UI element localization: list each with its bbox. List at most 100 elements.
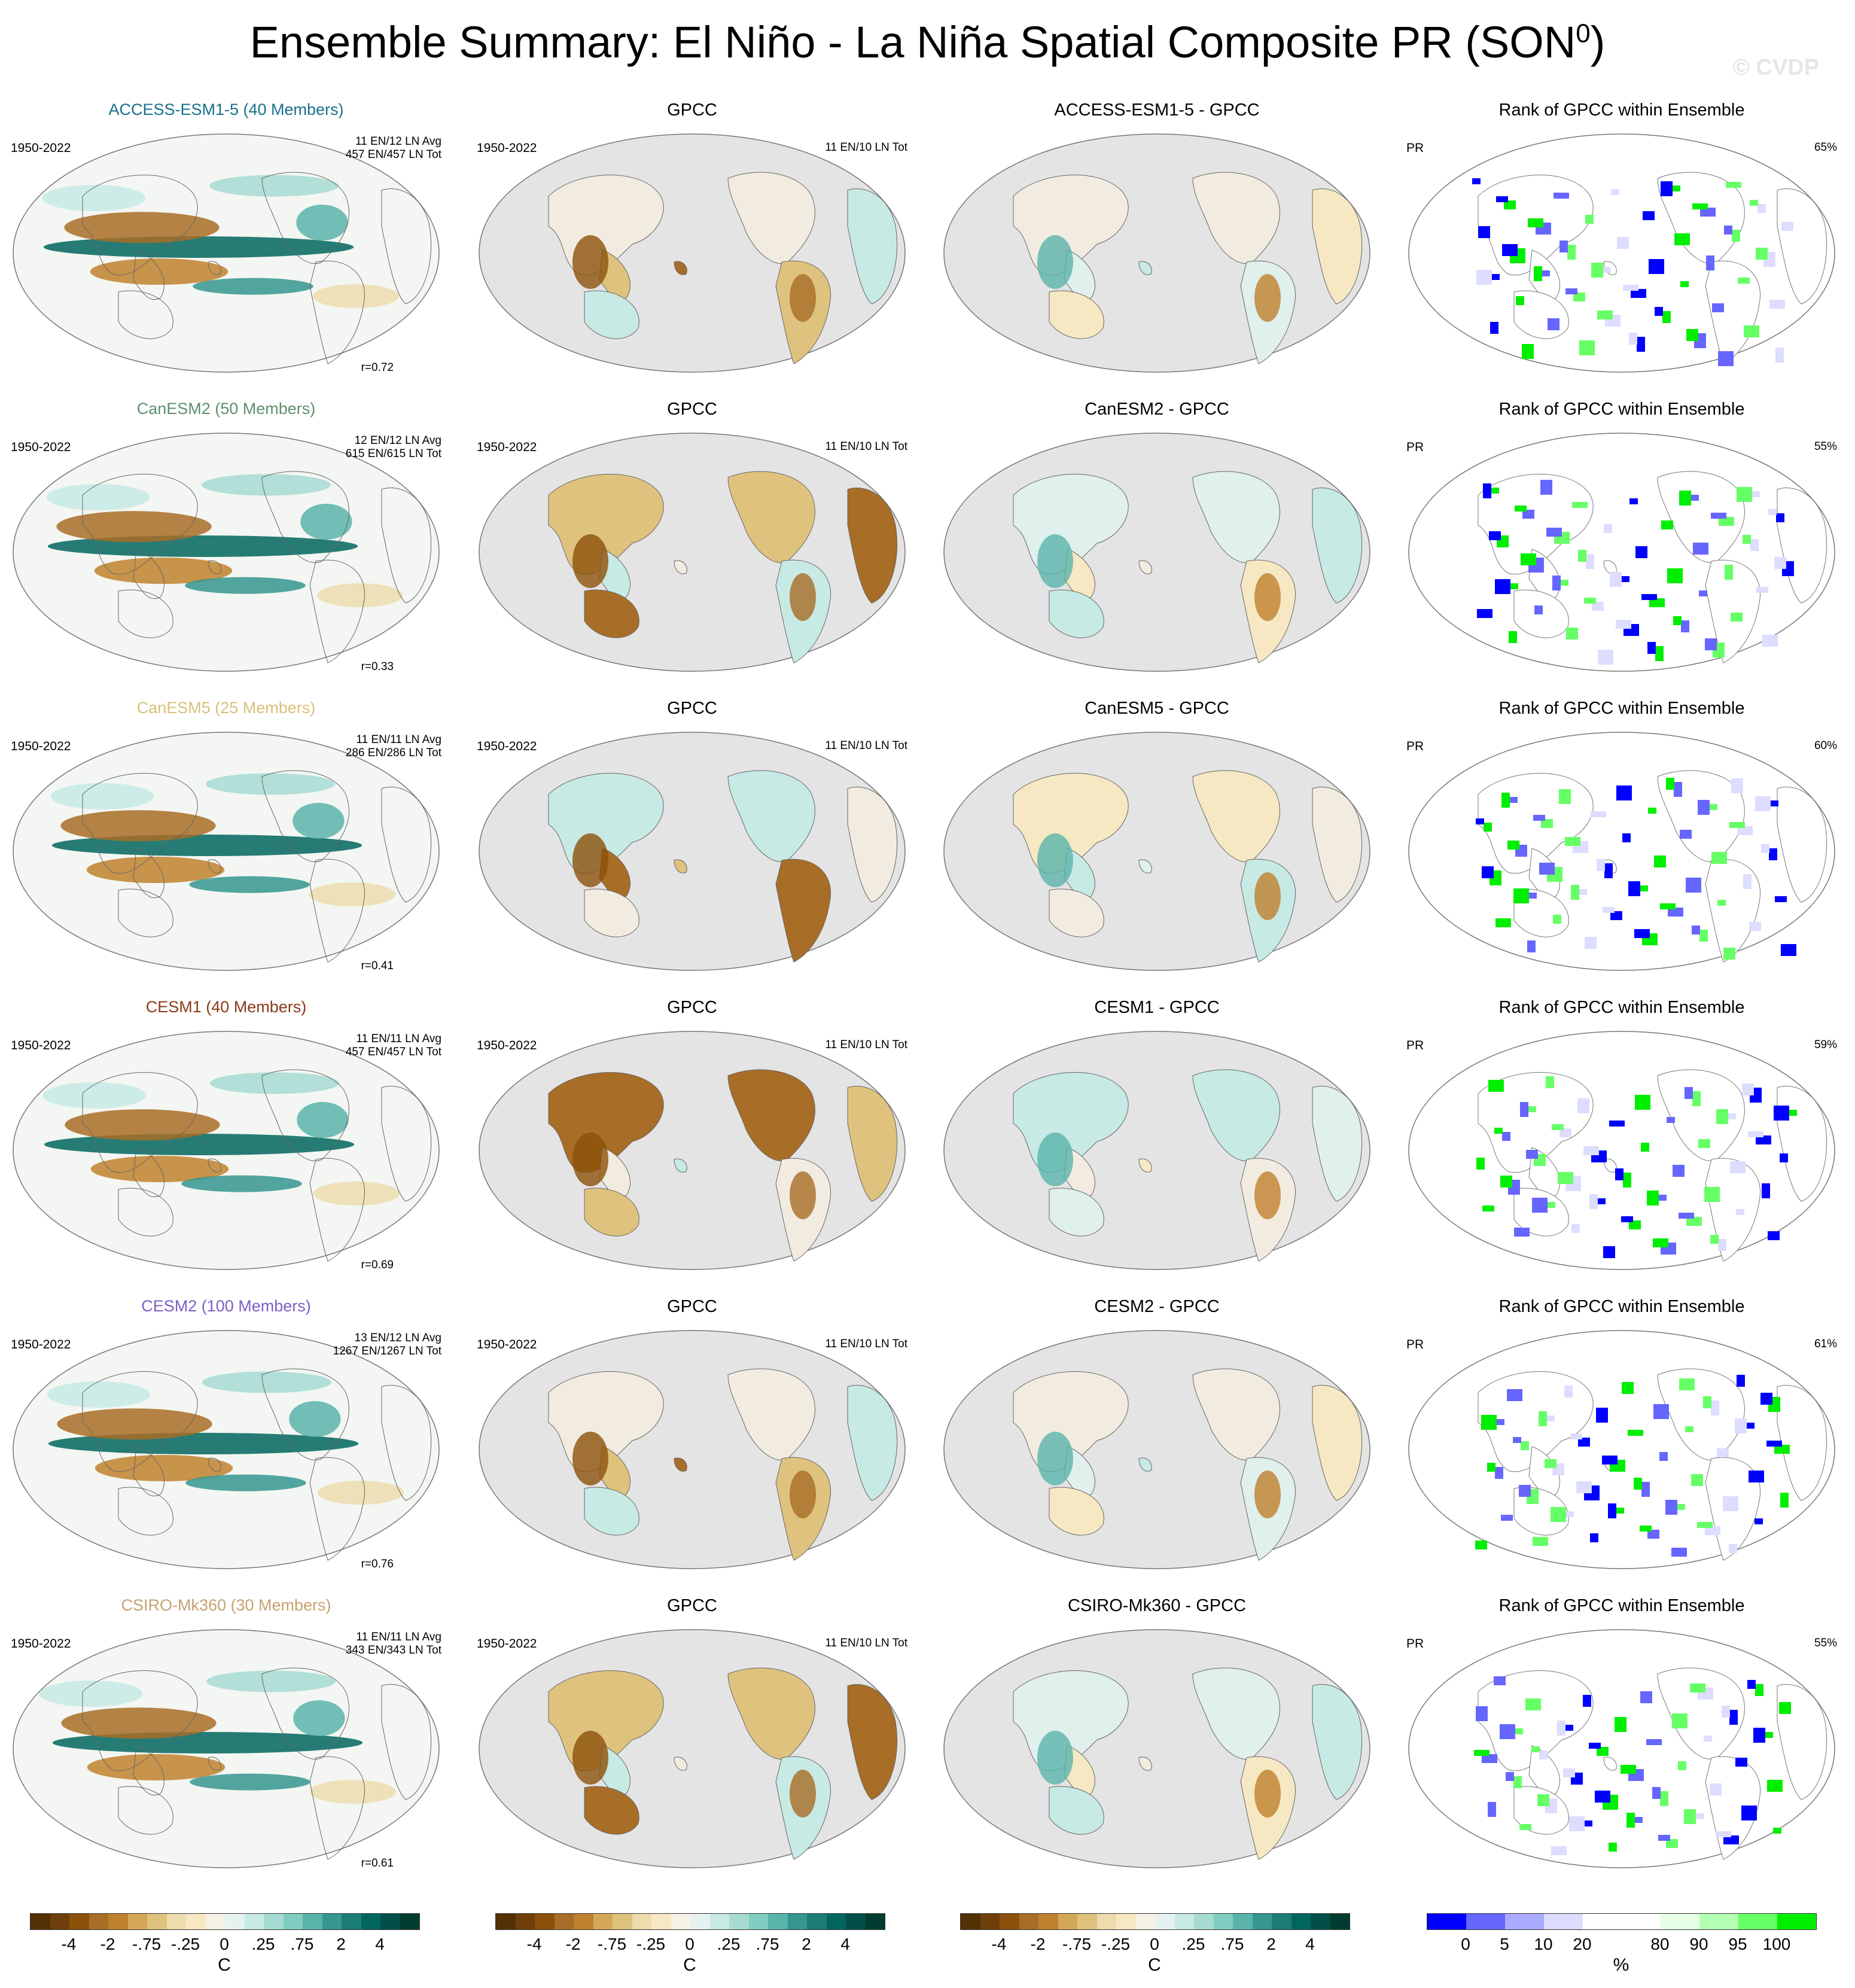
rank-title: Rank of GPCC within Ensemble bbox=[1498, 400, 1745, 419]
colorbar-tick-label: 0 bbox=[220, 1935, 229, 1953]
colorbar-tick-label: .75 bbox=[1220, 1935, 1244, 1953]
colorbar-swatch bbox=[205, 1914, 225, 1929]
difference-title: CSIRO-Mk360 - GPCC bbox=[1067, 1596, 1247, 1615]
period-label: 1950-2022 bbox=[477, 440, 537, 454]
difference-title: CanESM5 - GPCC bbox=[1085, 699, 1229, 718]
pattern-correlation: r=0.33 bbox=[361, 660, 394, 673]
rank-panel: Rank of GPCC within Ensemble PR 55% bbox=[1406, 1596, 1837, 1868]
colorbar-swatch bbox=[69, 1914, 89, 1929]
colorbar-unit: % bbox=[1613, 1955, 1629, 1975]
ensemble-stats: 13 EN/12 LN Avg 1267 EN/1267 LN Tot bbox=[333, 1332, 441, 1357]
period-label: 1950-2022 bbox=[11, 1637, 71, 1651]
variable-tag: PR bbox=[1406, 739, 1424, 753]
colorbar-unit: C bbox=[683, 1955, 696, 1975]
colorbar-tick-label: 4 bbox=[1305, 1935, 1315, 1953]
map bbox=[13, 732, 440, 971]
colorbar-tick-label: .25 bbox=[251, 1935, 275, 1953]
colorbar-swatch bbox=[1738, 1914, 1777, 1929]
colorbar-swatch bbox=[1058, 1914, 1077, 1929]
model-title: CESM2 (100 Members) bbox=[141, 1297, 311, 1315]
map bbox=[1408, 1031, 1835, 1270]
map bbox=[479, 433, 906, 672]
rank-title: Rank of GPCC within Ensemble bbox=[1498, 101, 1745, 120]
colorbar-swatch bbox=[1661, 1914, 1699, 1929]
map bbox=[13, 433, 440, 672]
colorbar-tick-label: -.25 bbox=[170, 1935, 200, 1953]
colorbar-unit: C bbox=[1148, 1955, 1161, 1975]
period-label: 1950-2022 bbox=[477, 1637, 537, 1651]
map bbox=[943, 433, 1370, 672]
colorbar-swatch bbox=[1000, 1914, 1019, 1929]
ensemble-stats: 11 EN/12 LN Avg 457 EN/457 LN Tot bbox=[345, 135, 441, 161]
colorbar-swatch bbox=[283, 1914, 303, 1929]
colorbar-tick-label: 2 bbox=[1266, 1935, 1276, 1953]
colorbar bbox=[30, 1913, 420, 1930]
difference-title: CESM1 - GPCC bbox=[1094, 998, 1220, 1017]
colorbar-swatch bbox=[535, 1914, 555, 1929]
map bbox=[1408, 1629, 1835, 1868]
rank-percent: 59% bbox=[1814, 1039, 1837, 1051]
gpcc-panel: GPCC 1950-2022 11 EN/10 LN Tot bbox=[477, 1297, 907, 1569]
colorbar-swatch bbox=[1544, 1914, 1583, 1929]
map bbox=[479, 133, 906, 373]
map bbox=[1408, 433, 1835, 672]
colorbar-swatch bbox=[166, 1914, 186, 1929]
colorbar-swatch bbox=[729, 1914, 749, 1929]
colorbar-swatch bbox=[826, 1914, 846, 1929]
colorbar-swatch bbox=[1330, 1914, 1350, 1929]
map bbox=[13, 1031, 440, 1270]
colorbar-swatch bbox=[496, 1914, 516, 1929]
model-title: CanESM2 (50 Members) bbox=[136, 400, 316, 418]
pattern-correlation: r=0.41 bbox=[361, 960, 394, 972]
colorbar-swatch bbox=[1699, 1914, 1738, 1929]
rank-panel: Rank of GPCC within Ensemble PR 65% bbox=[1406, 101, 1837, 373]
colorbar-tick-label: -2 bbox=[565, 1935, 581, 1953]
variable-tag: PR bbox=[1406, 1338, 1424, 1351]
map bbox=[1408, 1330, 1835, 1569]
map bbox=[479, 732, 906, 971]
colorbar-swatch bbox=[147, 1914, 167, 1929]
obs-title: GPCC bbox=[667, 998, 717, 1017]
period-label: 1950-2022 bbox=[477, 1039, 537, 1052]
rank-panel: Rank of GPCC within Ensemble PR 61% bbox=[1406, 1297, 1837, 1569]
map bbox=[479, 1629, 906, 1868]
gpcc-panel: GPCC 1950-2022 11 EN/10 LN Tot bbox=[477, 101, 907, 373]
colorbar-tick-label: 90 bbox=[1689, 1935, 1708, 1953]
colorbar-swatch bbox=[613, 1914, 632, 1929]
pattern-correlation: r=0.76 bbox=[361, 1558, 394, 1570]
colorbar-swatch bbox=[1194, 1914, 1214, 1929]
obs-stats: 11 EN/10 LN Tot bbox=[825, 1637, 907, 1649]
period-label: 1950-2022 bbox=[477, 739, 537, 753]
colorbar-swatch bbox=[1505, 1914, 1544, 1929]
colorbar-tick-label: -.75 bbox=[597, 1935, 627, 1953]
map bbox=[13, 133, 440, 373]
colorbar-swatch bbox=[709, 1914, 729, 1929]
model-composite-panel: CanESM5 (25 Members) 1950-2022 11 EN/11 LN… bbox=[11, 699, 441, 972]
colorbar-tick-label: -.75 bbox=[132, 1935, 162, 1953]
colorbar-swatch bbox=[554, 1914, 574, 1929]
colorbar-swatch bbox=[225, 1914, 245, 1929]
map bbox=[1408, 133, 1835, 373]
model-composite-panel: CanESM2 (50 Members) 1950-2022 12 EN/12 LN… bbox=[11, 400, 441, 673]
obs-stats: 11 EN/10 LN Tot bbox=[825, 1338, 907, 1350]
model-composite-panel: CESM2 (100 Members) 1950-2022 13 EN/12 LN … bbox=[11, 1297, 441, 1570]
colorbar-swatch bbox=[303, 1914, 322, 1929]
colorbar-ticks: -4 -2 -.75 -.25 0 .25 .75 2 4 bbox=[495, 1935, 884, 1954]
colorbar-swatch bbox=[264, 1914, 284, 1929]
model-title: CanESM5 (25 Members) bbox=[136, 699, 316, 717]
colorbar-swatch bbox=[1233, 1914, 1253, 1929]
difference-panel: CESM1 - GPCC bbox=[942, 998, 1372, 1270]
colorbar-swatch bbox=[768, 1914, 788, 1929]
difference-panel: CSIRO-Mk360 - GPCC bbox=[942, 1596, 1372, 1868]
variable-tag: PR bbox=[1406, 1637, 1424, 1651]
watermark: © CVDP bbox=[1732, 55, 1819, 80]
map bbox=[943, 732, 1370, 971]
obs-stats: 11 EN/10 LN Tot bbox=[825, 739, 907, 752]
colorbar-swatch bbox=[1077, 1914, 1097, 1929]
colorbar-ticks: -4 -2 -.75 -.25 0 .25 .75 2 4 bbox=[960, 1935, 1349, 1954]
colorbar-swatch bbox=[50, 1914, 69, 1929]
difference-panel: CESM2 - GPCC bbox=[942, 1297, 1372, 1569]
colorbar-swatch bbox=[186, 1914, 206, 1929]
gpcc-panel: GPCC 1950-2022 11 EN/10 LN Tot bbox=[477, 400, 907, 672]
colorbar-unit: C bbox=[218, 1955, 231, 1975]
